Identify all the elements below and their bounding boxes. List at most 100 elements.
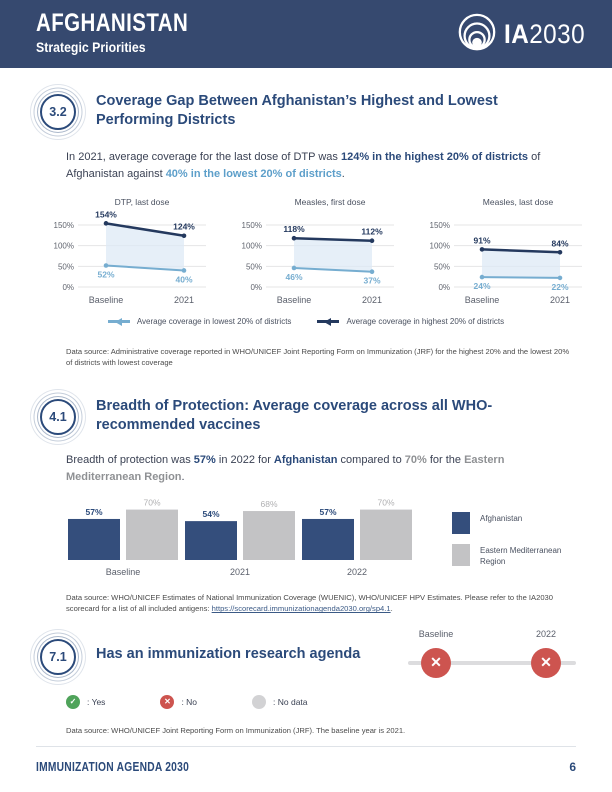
line-marker-icon [317,317,340,326]
datasource-link[interactable]: https://scorecard.immunizationagenda2030… [211,604,391,614]
svg-text:50%: 50% [58,262,74,271]
svg-text:84%: 84% [551,238,568,248]
svg-text:Measles, first dose: Measles, first dose [295,197,366,207]
text-span: Eastern Mediterranean Region [66,453,505,483]
svg-text:52%: 52% [97,270,114,280]
text-span: Data source: WHO/UNICEF Joint Reporting … [66,725,406,735]
svg-text:2021: 2021 [230,567,250,577]
square-marker-icon [452,543,470,566]
svg-text:124%: 124% [173,222,195,232]
legend-label: : No [181,696,198,707]
status-no-icon: ✕ [421,647,451,678]
section-4-1-badge: 4.1 [40,398,76,435]
line-chart-legend: Average coverage in lowest 20% of distri… [0,317,612,326]
legend-item: Average coverage in lowest 20% of distri… [107,317,292,327]
indicator-period-label: Baseline [418,628,454,639]
svg-text:40%: 40% [175,275,192,285]
legend-item: ✓: Yes [66,694,106,709]
arrow-marker-icon [324,317,332,326]
chart-measles-first-dose: Measles, first dose 0% 50% 100% 150% 46% 37% 11… [222,195,400,309]
svg-text:Baseline: Baseline [106,567,141,577]
svg-text:2021: 2021 [550,295,570,305]
ia2030-logo: IA2030 [456,13,594,55]
section-7-1-badge: 7.1 [40,638,76,675]
svg-text:54%: 54% [202,509,219,519]
text-span: in 2022 for [215,453,274,466]
square-marker-icon [452,511,470,534]
legend-label: Average coverage in highest 20% of distr… [346,317,505,327]
indicator-period-label: 2022 [535,628,557,639]
svg-text:68%: 68% [260,499,277,509]
text-span: compared to [337,453,405,466]
indicator-timeline [408,660,576,665]
legend-label: Average coverage in lowest 20% of distri… [136,317,292,327]
ia2030-rings-icon [456,13,498,55]
text-span: 57% [193,453,216,466]
bar-chart: 57% 70% Baseline 54% 68% 2021 57% 70% 2022 [64,498,416,580]
text-span: 124% in the highest 20% of districts [340,151,529,163]
text-span: of Afghanistan against [66,151,541,181]
text-span: Afghanistan [273,453,338,466]
breadth-of-protection-chart: 57% 70% Baseline 54% 68% 2021 57% 70% 2022 Afgha… [64,498,612,580]
arrow-marker-icon [114,317,122,326]
legend-item: : No data [252,694,308,709]
svg-text:2022: 2022 [347,567,367,577]
svg-text:46%: 46% [285,272,302,282]
section-7-1-datasource: Data source: WHO/UNICEF Joint Reporting … [66,725,572,736]
text-span: In 2021, average coverage for the last d… [66,151,341,163]
page-header: AFGHANISTAN Strategic Priorities IA2030 [0,0,612,68]
svg-text:100%: 100% [54,242,74,251]
section-4-1-title: Breadth of Protection: Average coverage … [96,397,493,433]
text-span: Data source: WHO/UNICEF Estimates of Nat… [66,592,553,614]
svg-text:2021: 2021 [362,295,382,305]
text-span: Data source: Administrative coverage rep… [66,347,570,368]
legend-label: : Yes [87,696,106,707]
legend-label: Eastern Mediterranean Region [480,545,562,566]
section-4-1-header: 4.1 Breadth of Protection: Average cover… [36,393,612,439]
svg-text:22%: 22% [551,282,568,292]
legend-label: Afghanistan [480,513,523,523]
section-3-2-badge: 3.2 [40,94,76,130]
svg-text:91%: 91% [473,235,490,245]
page-number: 6 [569,760,576,774]
section-4-1-datasource: Data source: WHO/UNICEF Estimates of Nat… [66,592,572,615]
district-coverage-charts: DTP, last dose 0% 50% 100% 150% 52% 40% 154% 124… [34,195,612,309]
x-status-icon: ✕ [160,694,175,709]
svg-text:Measles, last dose: Measles, last dose [483,197,554,207]
header-subtitle: Strategic Priorities [36,38,146,55]
svg-text:Baseline: Baseline [465,295,500,305]
bar-chart-legend: Afghanistan Eastern Mediterranean Region [452,498,568,568]
svg-text:0%: 0% [438,283,450,292]
none-status-icon [252,694,267,709]
svg-text:0%: 0% [250,283,262,292]
svg-text:37%: 37% [363,276,380,286]
country-title: AFGHANISTAN [36,9,189,37]
text-span: . [390,604,393,614]
svg-text:100%: 100% [242,242,262,251]
svg-text:50%: 50% [246,262,262,271]
svg-text:150%: 150% [242,221,262,230]
svg-text:150%: 150% [54,221,74,230]
text-span: for the [426,453,465,466]
section-7-1-header: 7.1 Has an immunization research agenda … [36,629,576,685]
svg-text:112%: 112% [361,227,383,237]
section-7-1-title: Has an immunization research agenda [96,645,361,662]
footer-title: IMMUNIZATION AGENDA 2030 [36,760,190,774]
chart-measles-last-dose: Measles, last dose 0% 50% 100% 150% 24% 22% 91%… [410,195,588,309]
svg-text:2021: 2021 [174,295,194,305]
svg-text:118%: 118% [283,224,305,234]
svg-text:DTP, last dose: DTP, last dose [115,197,170,207]
chart-dtp-last-dose: DTP, last dose 0% 50% 100% 150% 52% 40% 154% 124… [34,195,212,309]
section-3-2-title: Coverage Gap Between Afghanistan’s Highe… [96,93,498,129]
section-3-2-header: 3.2 Coverage Gap Between Afghanistan’s H… [36,88,612,134]
svg-text:70%: 70% [377,498,394,508]
svg-text:100%: 100% [430,242,450,251]
svg-text:70%: 70% [143,498,160,508]
section-4-1-paragraph: Breadth of protection was 57% in 2022 fo… [66,452,571,486]
svg-text:Baseline: Baseline [277,295,312,305]
status-legend: ✓: Yes ✕ : No : No data [66,694,612,709]
text-span: . [341,168,345,181]
svg-text:50%: 50% [434,262,450,271]
svg-text:57%: 57% [319,507,336,517]
legend-item: Afghanistan [452,511,568,534]
